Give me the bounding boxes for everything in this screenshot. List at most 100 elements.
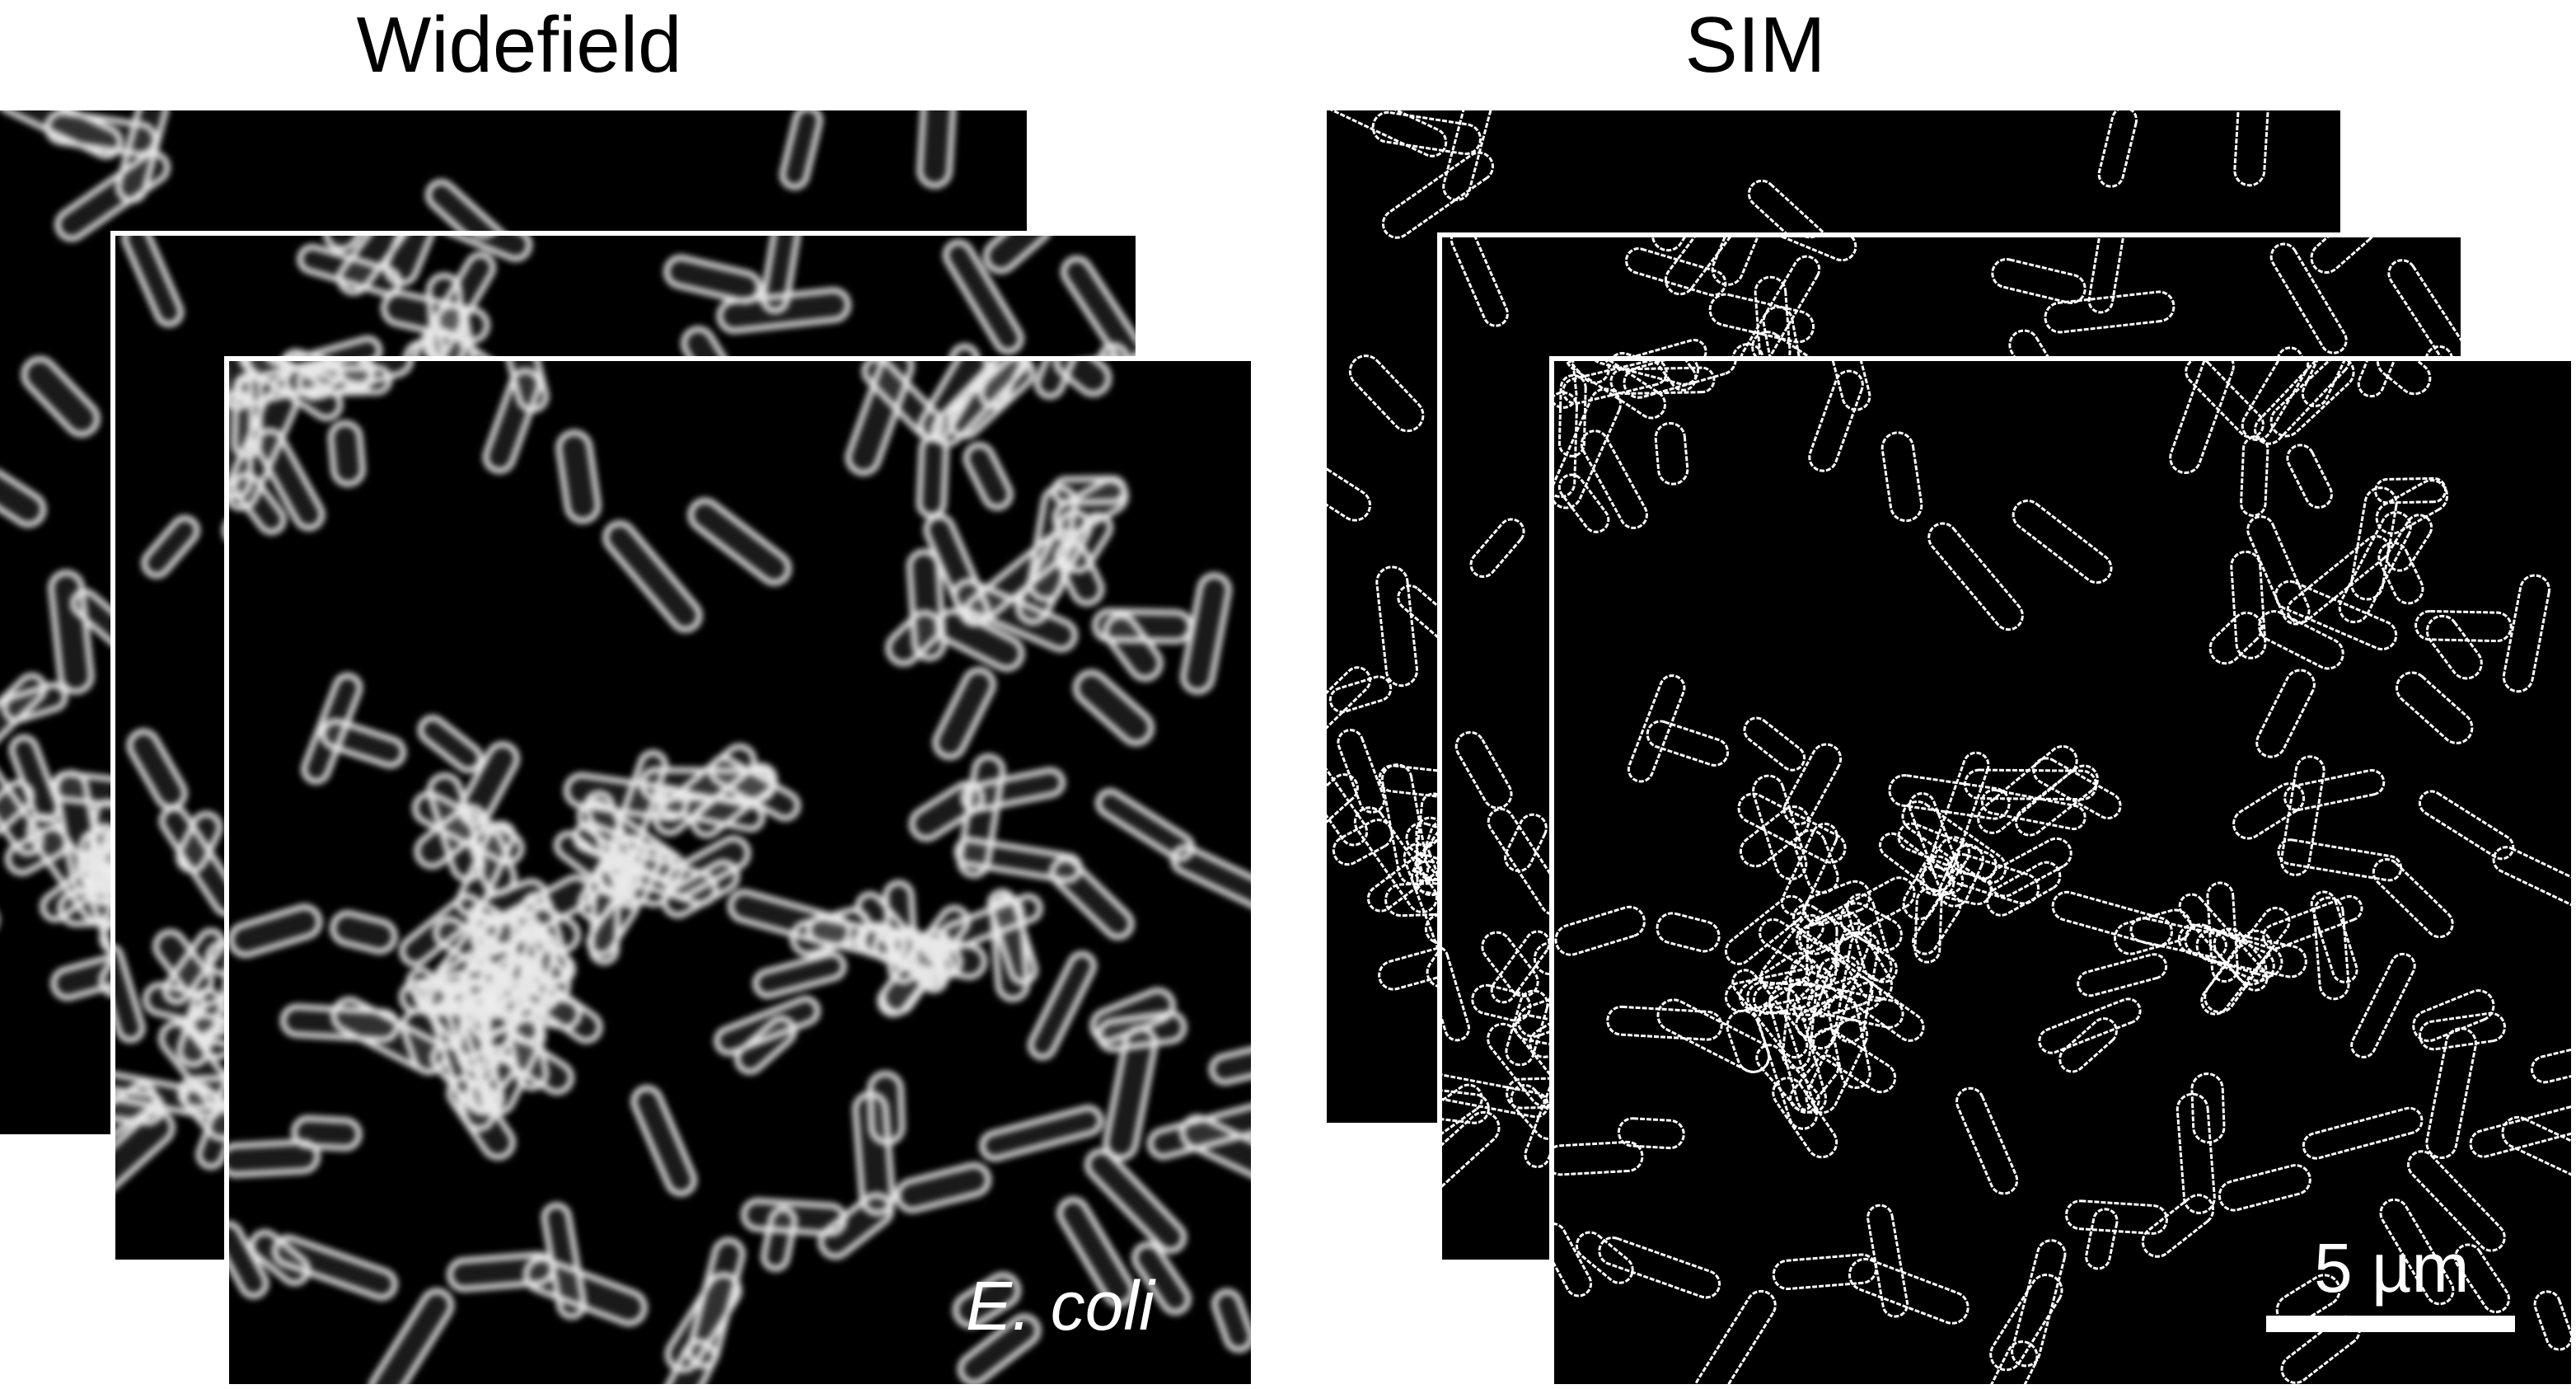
bacterium-cell	[2531, 1041, 2571, 1084]
bacterium-cell	[1442, 1072, 1549, 1119]
bacterium-cell	[291, 1115, 363, 1152]
bacterium-cell	[1791, 903, 1898, 983]
bacterium-cell	[2396, 671, 2474, 744]
bacterium-cell	[1808, 369, 1864, 472]
bacterium-cell	[176, 810, 223, 874]
bacterium-cell	[2407, 1150, 2506, 1252]
bacterium-cell	[1209, 1039, 1251, 1086]
bacterium-cell	[1866, 1204, 1909, 1318]
bacterium-cell	[979, 1105, 1104, 1161]
bacterium-cell	[1614, 361, 1698, 392]
bacterium-cell	[115, 1109, 176, 1204]
bacterium-cell	[1708, 293, 1815, 344]
bacterium-cell	[1927, 751, 1990, 878]
bacterium-cell	[761, 1206, 798, 1272]
bacterium-cell	[1743, 716, 1806, 772]
bacterium-cell	[368, 1288, 454, 1384]
bacterium-cell	[229, 1138, 321, 1178]
bacterium-cell	[2032, 757, 2122, 820]
bacterium-cell	[2376, 361, 2432, 396]
bacterium-cell	[1964, 768, 2098, 801]
bacterium-cell	[1348, 354, 1425, 433]
bacterium-cell	[1919, 865, 1993, 906]
bacterium-cell	[2241, 361, 2310, 442]
sim-title: SIM	[1684, 1, 1826, 89]
bacterium-cell	[1554, 361, 1610, 384]
bacterium-cell	[2301, 361, 2357, 408]
bacterium-cell	[2387, 259, 2461, 374]
bacterium-cell	[480, 913, 517, 991]
bacterium-cell	[2038, 997, 2142, 1054]
bacterium-cell	[817, 1192, 894, 1260]
bacterium-cell	[1795, 911, 1861, 954]
bacterium-cell	[1028, 950, 1097, 1060]
bacterium-cell	[1912, 892, 1962, 955]
bacterium-cell	[708, 755, 801, 822]
bacterium-cell	[383, 236, 453, 287]
bacterium-cell	[957, 1313, 1042, 1384]
bacterium-cell	[2283, 768, 2386, 812]
bacterium-cell	[1986, 861, 2062, 917]
bacterium-cell	[1179, 1114, 1251, 1190]
bacterium-cell	[872, 927, 988, 980]
bacterium-cell	[1789, 1054, 1840, 1111]
scale-bar	[2266, 1316, 2515, 1332]
bacterium-cell	[1554, 1222, 1593, 1297]
bacterium-cell	[2310, 890, 2358, 983]
bacterium-cell	[1901, 800, 2007, 885]
bacterium-cell	[1084, 1148, 1187, 1254]
bacterium-cell	[2, 682, 68, 724]
bacterium-cell	[2414, 609, 2513, 643]
bacterium-cell	[916, 434, 949, 519]
bacterium-cell	[1755, 1044, 1820, 1114]
bacterium-cell	[1955, 1086, 2019, 1195]
bacterium-cell	[943, 239, 1024, 354]
bacterium-cell	[1897, 822, 1998, 880]
bacterium-cell	[1327, 773, 1359, 826]
bacterium-cell	[1211, 1288, 1251, 1353]
bacterium-cell	[916, 110, 957, 189]
bacterium-cell	[2097, 110, 2138, 188]
bacterium-cell	[2240, 435, 2269, 517]
bacterium-cell	[1442, 945, 1471, 1042]
bacterium-cell	[1888, 774, 2011, 820]
bacterium-cell	[2012, 499, 2113, 584]
bacterium-cell	[2087, 237, 2126, 314]
bacterium-cell	[420, 979, 508, 1018]
widefield-micrograph-front	[229, 361, 1251, 1384]
bacterium-cell	[2502, 574, 2550, 693]
bacterium-cell	[1806, 922, 1872, 1050]
bacterium-cell	[983, 236, 1053, 275]
bacterium-cell	[2254, 361, 2351, 445]
bacterium-cell	[2357, 361, 2399, 398]
bacterium-cell	[2286, 534, 2391, 624]
bacterium-cell	[1524, 1044, 1587, 1169]
bacterium-cell	[894, 1162, 991, 1213]
bacterium-cell	[2425, 614, 2483, 680]
bacterium-cell	[1656, 912, 1721, 953]
bacterium-cell	[483, 368, 542, 474]
bacterium-cell	[2269, 242, 2348, 354]
bacterium-cell	[400, 1007, 448, 1075]
widefield-title: Widefield	[356, 1, 682, 89]
bacterium-cell	[1617, 1117, 1685, 1150]
bacterium-cell	[1902, 855, 1955, 921]
bacterium-cell	[541, 1202, 587, 1320]
bacterium-cell	[301, 673, 363, 785]
bacterium-cell	[296, 361, 414, 401]
bacterium-cell	[630, 1085, 697, 1197]
bacterium-cell	[1554, 1140, 1644, 1176]
bacterium-cell	[1739, 805, 1810, 868]
bacterium-cell	[522, 1255, 648, 1326]
bacterium-cell	[1381, 151, 1494, 239]
bacterium-cell	[1880, 431, 1923, 523]
bacterium-cell	[1746, 981, 1829, 1016]
bacterium-cell	[1946, 853, 2040, 905]
bacterium-cell	[2492, 846, 2571, 916]
bacterium-cell	[330, 910, 398, 955]
bacterium-cell	[1737, 792, 1847, 864]
bacterium-cell	[1505, 989, 1549, 1067]
bacterium-cell	[2011, 1239, 2067, 1368]
bacterium-cell	[1557, 373, 1587, 458]
bacterium-cell	[2230, 550, 2267, 659]
